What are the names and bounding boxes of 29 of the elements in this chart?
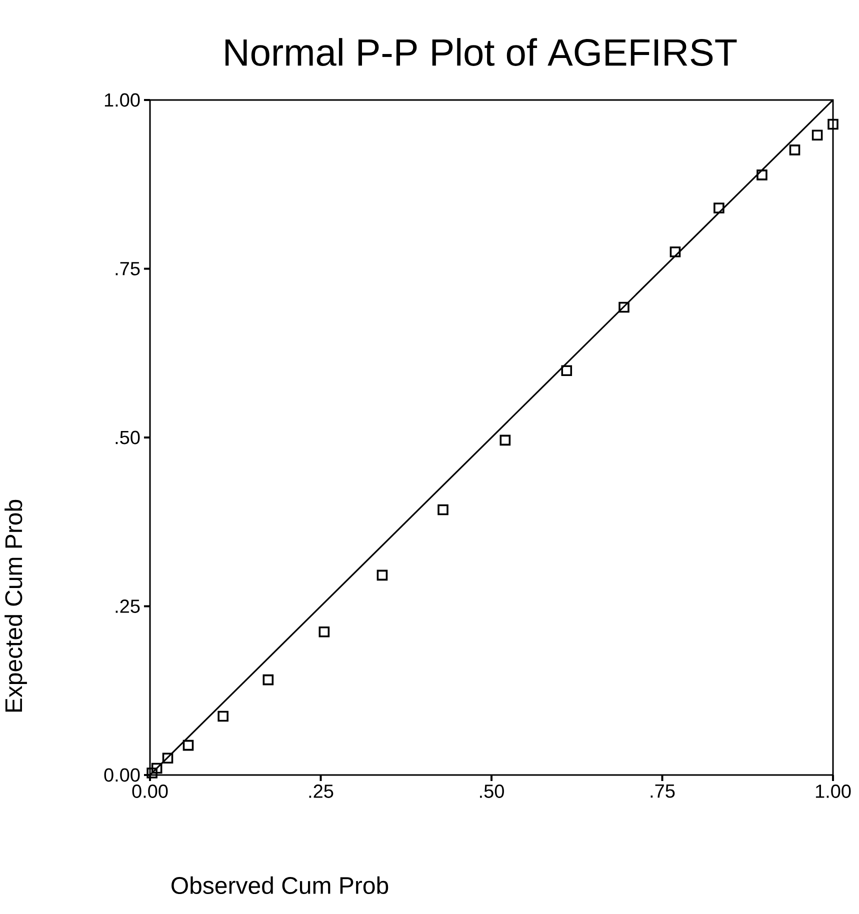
point — [218, 710, 228, 722]
point — [714, 202, 724, 214]
point — [500, 434, 511, 446]
x-tick-label: .25 — [309, 784, 334, 798]
point — [789, 144, 800, 156]
point — [828, 118, 838, 130]
y-tick-label: .50 — [116, 430, 140, 444]
point — [376, 570, 388, 581]
x-tick-label: 1.00 — [816, 784, 851, 798]
point — [812, 130, 823, 140]
y-tick-label: .75 — [116, 262, 140, 276]
point — [182, 740, 194, 751]
point — [318, 626, 330, 638]
x-tick-label: .75 — [650, 784, 675, 798]
point — [618, 302, 630, 313]
x-axis-title: Observed Cum Prob — [172, 876, 388, 894]
y-tick-label: 1.00 — [104, 93, 140, 107]
x-tick-label: .50 — [480, 784, 504, 798]
point — [438, 504, 448, 516]
point — [561, 365, 572, 376]
x-tick-label: 0.00 — [132, 784, 168, 798]
point — [756, 170, 768, 180]
chart-title: Normal P-P Plot of AGEFIRST — [226, 38, 737, 66]
point — [262, 674, 274, 686]
y-tick-label: 0.00 — [104, 768, 140, 782]
point — [162, 752, 174, 764]
y-axis-title: Expected Cum Prob — [4, 500, 27, 712]
y-tick-label: .25 — [116, 600, 140, 613]
point — [670, 246, 681, 258]
